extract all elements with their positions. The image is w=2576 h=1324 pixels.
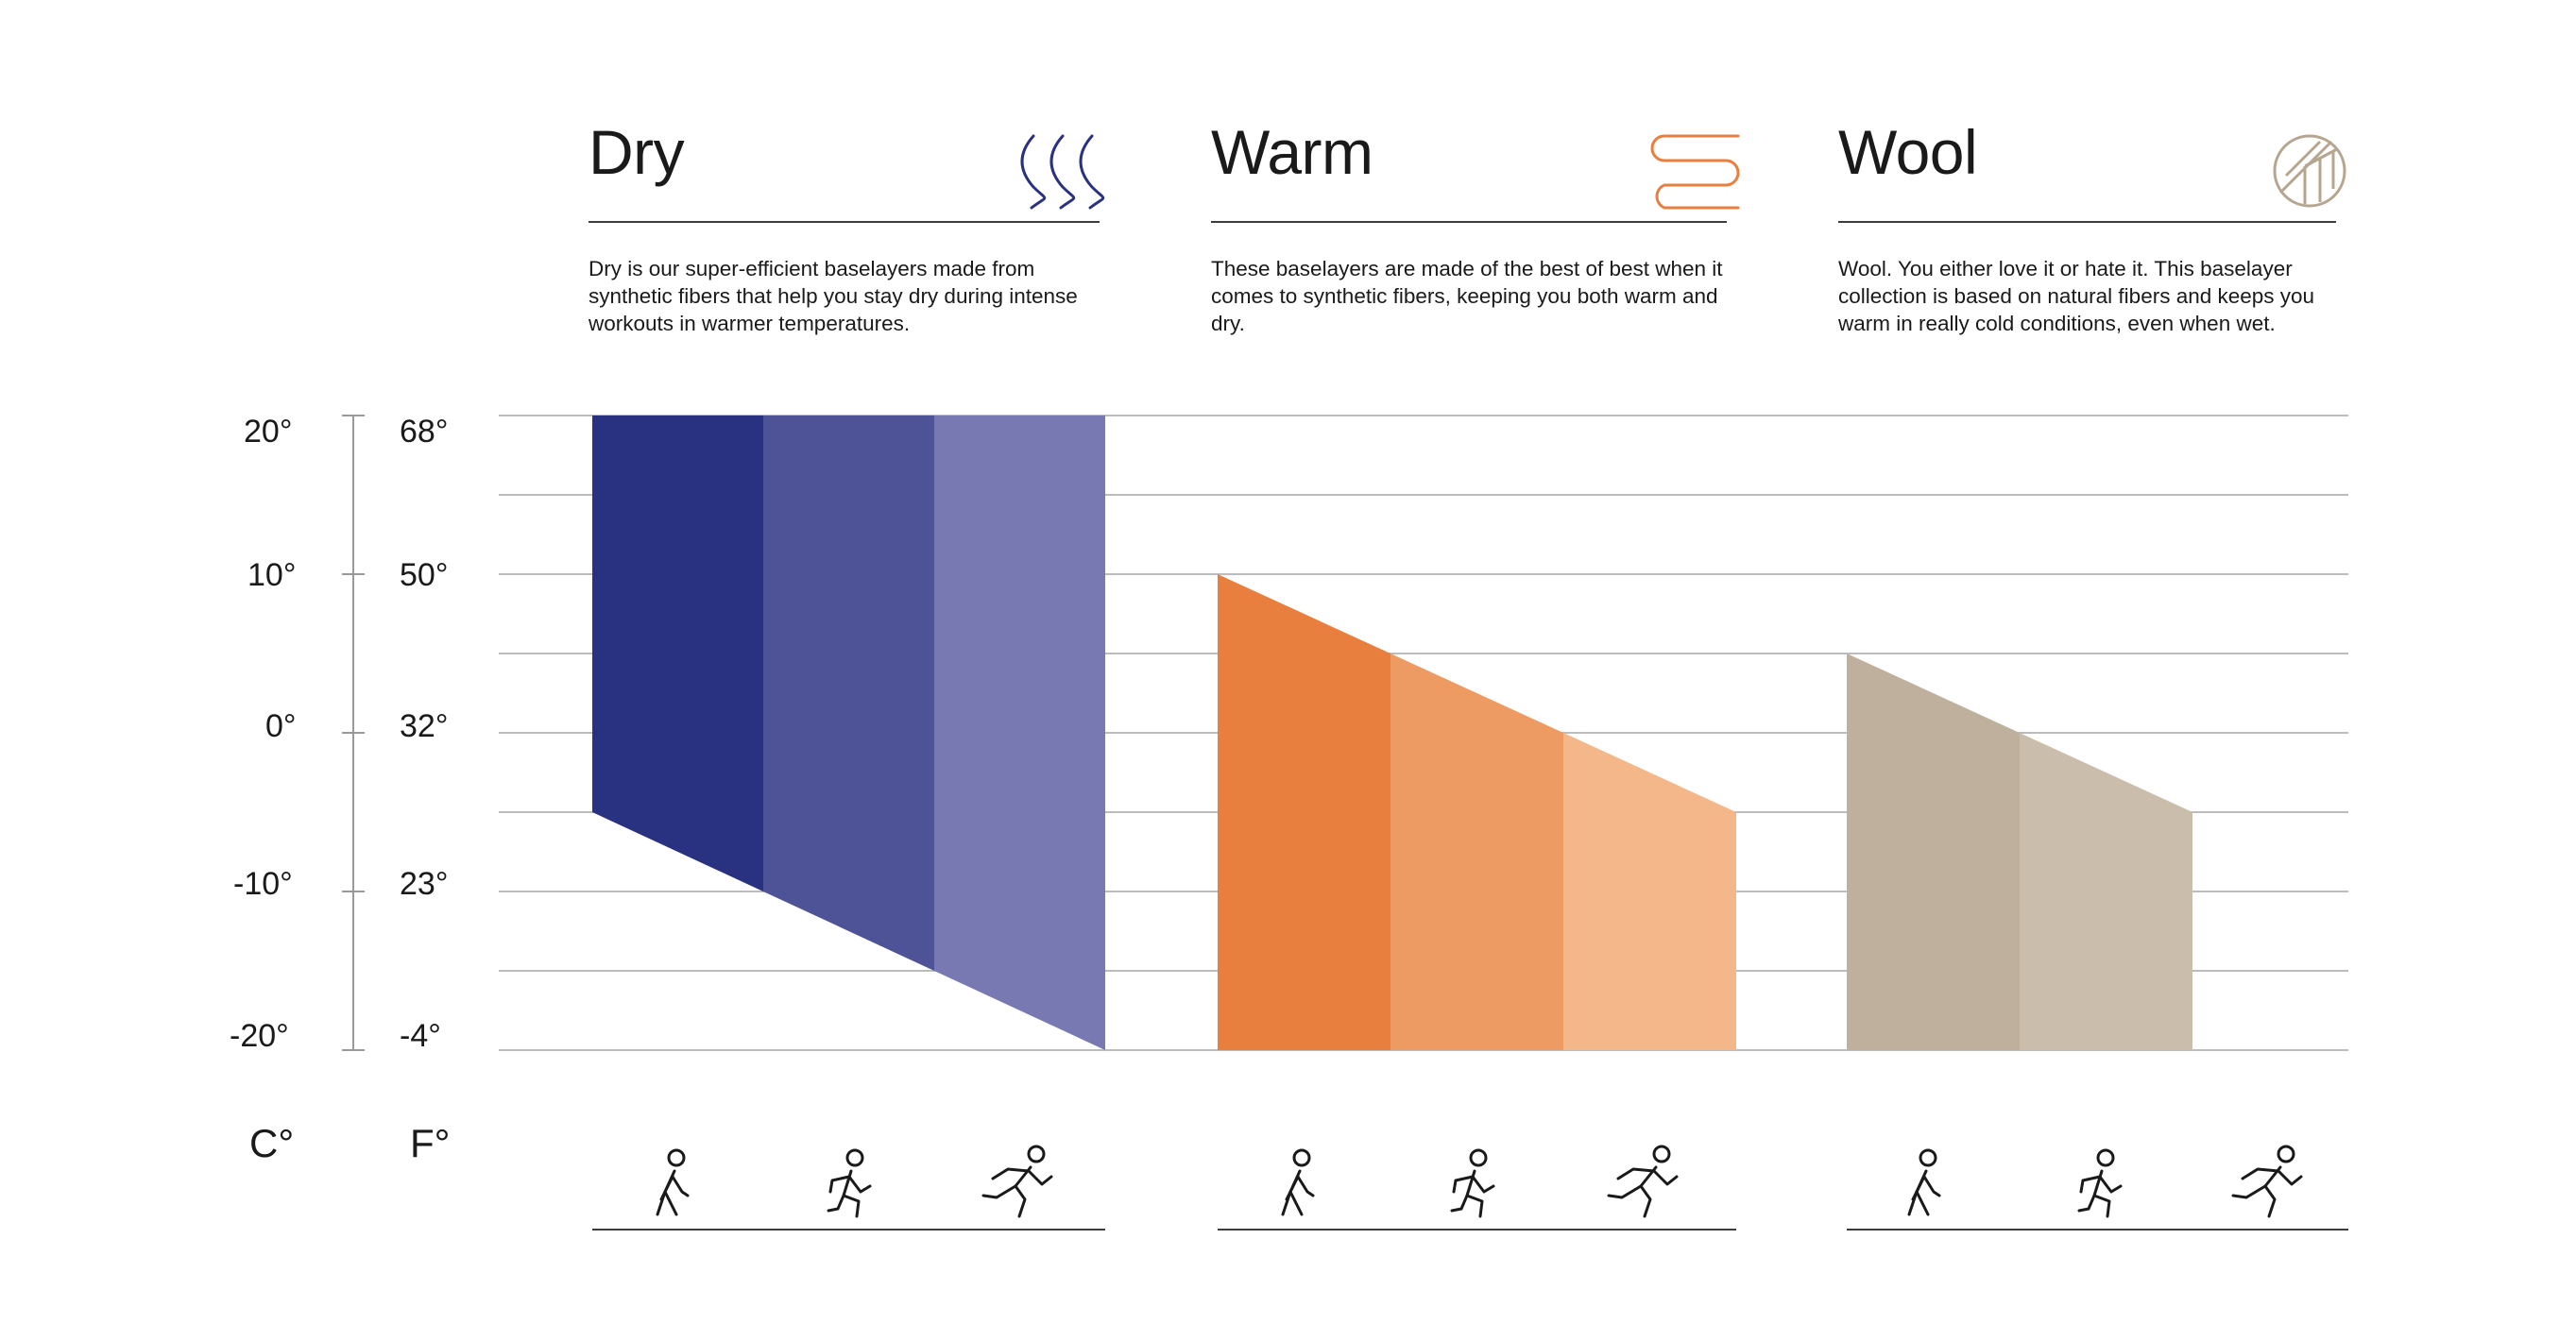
head bbox=[2277, 1145, 2295, 1163]
fahrenheit-tick-label: 23° bbox=[400, 866, 449, 902]
head bbox=[1919, 1148, 1937, 1167]
series-title-wool: Wool bbox=[1838, 117, 1978, 187]
walking-icon bbox=[1281, 1148, 1315, 1216]
fahrenheit-tick-label: -4° bbox=[400, 1018, 441, 1054]
series-group-dry bbox=[592, 416, 1105, 1050]
wool-strand bbox=[2284, 140, 2322, 178]
head bbox=[2096, 1148, 2115, 1167]
jogging-icon bbox=[827, 1148, 872, 1218]
series-description-warm: These baselayers are made of the best of… bbox=[1211, 257, 1723, 335]
arm bbox=[1471, 1175, 1495, 1194]
fahrenheit-unit-label: F° bbox=[410, 1121, 451, 1165]
arm bbox=[659, 1175, 674, 1201]
celsius-tick-label: 10° bbox=[247, 557, 297, 593]
head bbox=[1469, 1148, 1488, 1167]
series-title-warm: Warm bbox=[1211, 117, 1373, 187]
torso-leg bbox=[1465, 1169, 1484, 1218]
torso-leg bbox=[2263, 1165, 2282, 1218]
head bbox=[845, 1148, 864, 1167]
running-icon bbox=[1607, 1145, 1679, 1218]
head bbox=[1027, 1145, 1046, 1163]
arm bbox=[2241, 1167, 2280, 1180]
leg bbox=[981, 1184, 1017, 1199]
arm bbox=[2079, 1175, 2102, 1194]
series-group-warm bbox=[1218, 574, 1736, 1050]
series-description-dry: Dry is our super-efficient baselayers ma… bbox=[589, 257, 1078, 335]
range-band-warm-running bbox=[1563, 733, 1736, 1050]
arm bbox=[991, 1167, 1031, 1180]
celsius-tick-label: 0° bbox=[265, 708, 297, 744]
walking-icon bbox=[656, 1148, 690, 1216]
header-divider-warm bbox=[1211, 221, 1727, 223]
range-band-wool-walking bbox=[1847, 654, 2020, 1050]
fahrenheit-tick-label: 50° bbox=[400, 557, 449, 593]
running-icon bbox=[981, 1145, 1053, 1218]
header-divider-dry bbox=[589, 221, 1100, 223]
leg bbox=[827, 1194, 845, 1213]
head bbox=[1292, 1148, 1311, 1167]
coil-icon bbox=[1650, 134, 1740, 210]
fahrenheit-tick-label: 32° bbox=[400, 708, 449, 744]
range-band-dry-walking bbox=[592, 416, 763, 891]
arm bbox=[1616, 1167, 1656, 1180]
head bbox=[667, 1148, 686, 1167]
wavy-line bbox=[1079, 134, 1105, 210]
arm bbox=[1452, 1175, 1475, 1194]
fahrenheit-tick-label: 68° bbox=[400, 414, 449, 450]
series-group-wool bbox=[1847, 654, 2192, 1050]
arm bbox=[1285, 1175, 1300, 1201]
arm bbox=[1922, 1175, 1941, 1197]
range-band-warm-walking bbox=[1218, 574, 1390, 1050]
running-icon bbox=[2231, 1145, 2303, 1218]
leg bbox=[2231, 1184, 2267, 1199]
arm bbox=[1027, 1169, 1053, 1186]
head bbox=[1652, 1145, 1671, 1163]
header-divider-wool bbox=[1838, 221, 2336, 223]
arm bbox=[1652, 1169, 1679, 1186]
leg bbox=[1450, 1194, 1469, 1213]
range-band-dry-running bbox=[934, 416, 1105, 1050]
torso-leg bbox=[2092, 1169, 2111, 1218]
range-band-wool-jogging bbox=[2020, 733, 2192, 1050]
range-band-dry-jogging bbox=[763, 416, 934, 971]
torso-leg bbox=[1639, 1165, 1658, 1218]
wool-ball-icon bbox=[2273, 134, 2346, 208]
torso-leg bbox=[1014, 1165, 1032, 1218]
leg bbox=[663, 1190, 678, 1216]
leg bbox=[1288, 1190, 1304, 1216]
celsius-tick-label: 20° bbox=[244, 414, 293, 450]
celsius-unit-label: C° bbox=[249, 1121, 295, 1165]
celsius-tick-label: -10° bbox=[233, 866, 293, 902]
arm bbox=[1911, 1175, 1926, 1201]
wool-ball-outline bbox=[2273, 134, 2346, 208]
jogging-icon bbox=[1450, 1148, 1495, 1218]
arm bbox=[2098, 1175, 2123, 1194]
range-band-warm-jogging bbox=[1390, 654, 1563, 1050]
wavy-lines-icon bbox=[1020, 134, 1105, 210]
jogging-icon bbox=[2077, 1148, 2123, 1218]
leg bbox=[2077, 1194, 2096, 1213]
leg bbox=[1607, 1184, 1643, 1199]
leg bbox=[1915, 1190, 1930, 1216]
arm bbox=[2277, 1169, 2303, 1186]
wavy-line bbox=[1020, 134, 1047, 210]
arm bbox=[1296, 1175, 1315, 1197]
arm bbox=[847, 1175, 872, 1194]
torso-leg bbox=[842, 1169, 861, 1218]
series-title-dry: Dry bbox=[589, 117, 685, 187]
arm bbox=[828, 1175, 851, 1194]
series-description-wool: Wool. You either love it or hate it. Thi… bbox=[1838, 257, 2315, 335]
walking-icon bbox=[1907, 1148, 1941, 1216]
celsius-tick-label: -20° bbox=[230, 1018, 289, 1054]
arm bbox=[671, 1175, 690, 1197]
wavy-line bbox=[1049, 134, 1076, 210]
